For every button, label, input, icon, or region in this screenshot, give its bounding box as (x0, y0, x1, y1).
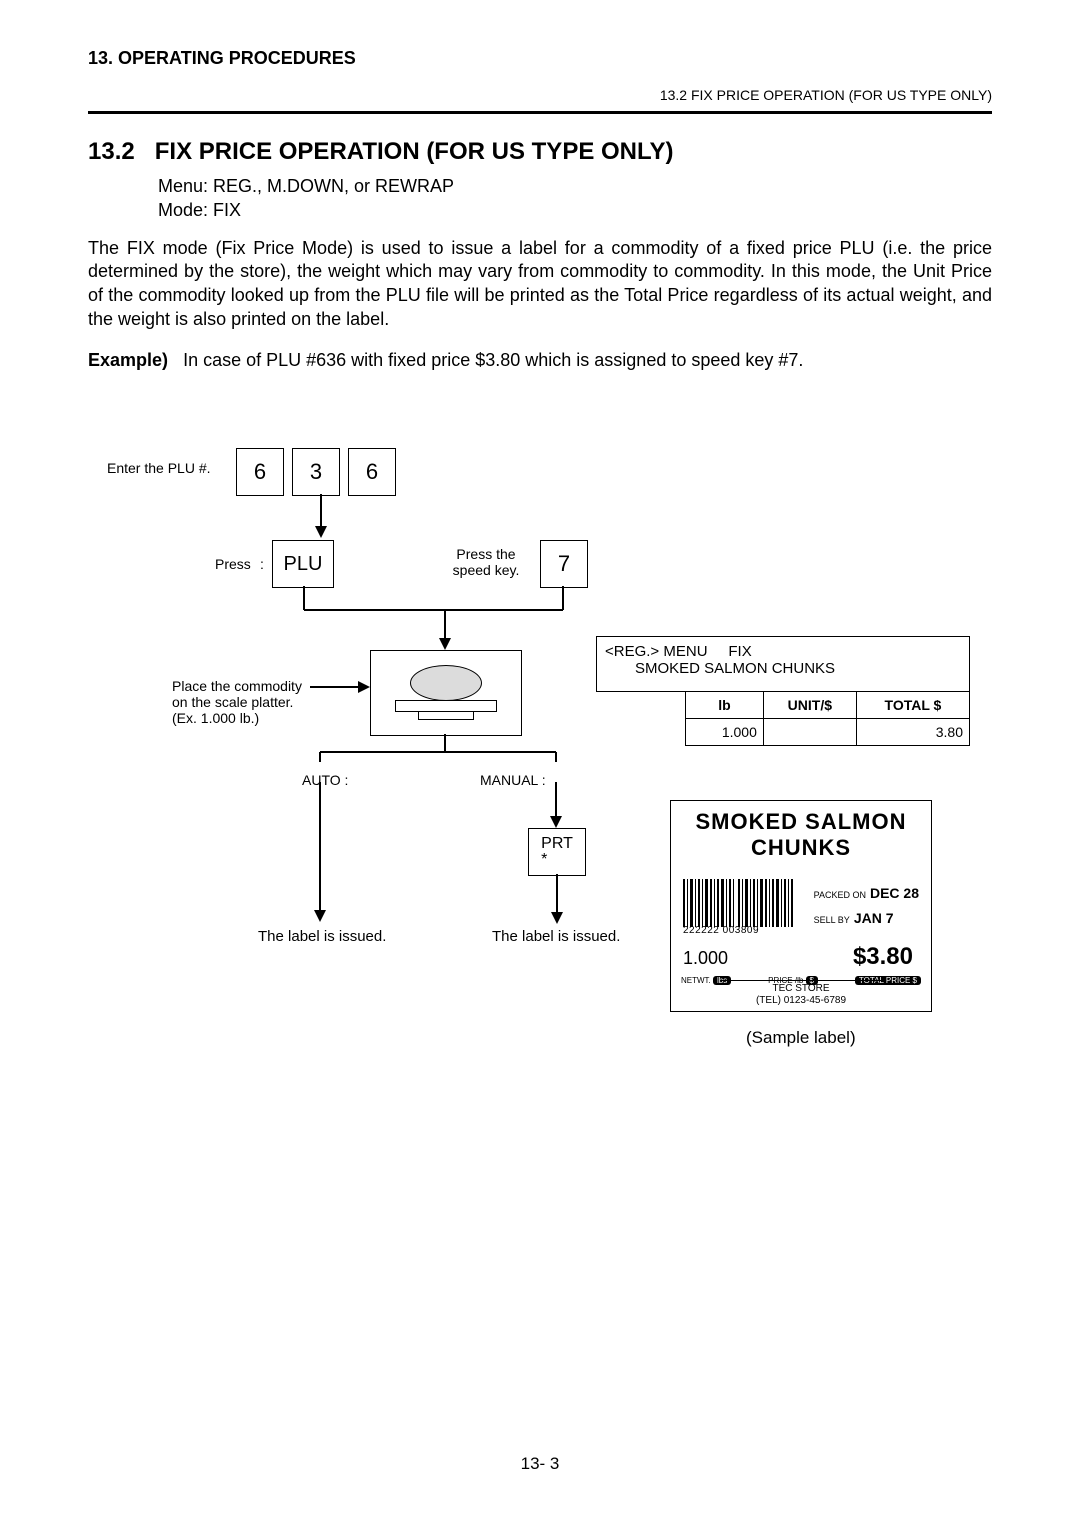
issued-right: The label is issued. (492, 928, 620, 945)
prt-key: PRT * (528, 828, 586, 876)
barcode-icon (683, 879, 793, 927)
place-line3: (Ex. 1.000 lb.) (172, 710, 259, 726)
label-store: TEC STORE (721, 983, 881, 995)
display-fix: FIX (728, 643, 751, 660)
example-label: Example) (88, 350, 168, 370)
label-tel: (TEL) 0123-45-6789 (721, 995, 881, 1007)
example-text: In case of PLU #636 with fixed price $3.… (183, 350, 803, 370)
menu-label: Menu: (158, 176, 208, 196)
enter-plu-text: Enter the PLU #. (107, 460, 211, 476)
page-footer: 13- 3 (0, 1454, 1080, 1474)
mode-value: FIX (213, 200, 241, 220)
place-line1: Place the commodity (172, 678, 302, 694)
col-lb: lb (686, 692, 764, 719)
section-title: 13.2 FIX PRICE OPERATION (FOR US TYPE ON… (88, 138, 992, 166)
section-number: 13.2 (88, 138, 135, 165)
arrow-prt-down (548, 874, 566, 926)
key-3: 3 (292, 448, 340, 496)
arrow-to-scale (310, 678, 374, 696)
val-lb: 1.000 (686, 719, 764, 746)
display-menu: <REG.> MENU (605, 643, 708, 660)
seven-key: 7 (540, 540, 588, 588)
sample-caption: (Sample label) (746, 1028, 856, 1048)
arrow-down-1 (312, 494, 330, 540)
header-right: 13.2 FIX PRICE OPERATION (FOR US TYPE ON… (88, 87, 992, 103)
menu-value: REG., M.DOWN, or REWRAP (213, 176, 454, 196)
header-left: 13. OPERATING PROCEDURES (88, 48, 992, 69)
col-total: TOTAL $ (856, 692, 969, 719)
barcode-number: 222222 003809 (683, 925, 759, 936)
place-line2: on the scale platter. (172, 694, 293, 710)
val-total: 3.80 (856, 719, 969, 746)
label-store-block: TEC STORE (TEL) 0123-45-6789 (721, 980, 881, 1007)
val-unit (763, 719, 856, 746)
packed-on-label: PACKED ON (814, 890, 866, 900)
mode-label: Mode: (158, 200, 208, 220)
issued-left: The label is issued. (258, 928, 386, 945)
sell-by-date: JAN 7 (850, 910, 894, 926)
plu-key: PLU (272, 540, 334, 588)
display-line1: <REG.> MENU FIX (605, 643, 961, 660)
label-weight: 1.000 (683, 948, 728, 969)
display-line2: SMOKED SALMON CHUNKS (605, 660, 961, 677)
display-table: lb UNIT/$ TOTAL $ 1.000 3.80 (685, 691, 970, 746)
label-price: $3.80 (853, 943, 913, 971)
packed-on-date: DEC 28 (866, 885, 919, 901)
sell-by-label: SELL BY (814, 915, 850, 925)
arrow-merge (300, 586, 600, 652)
key-6a: 6 (236, 448, 284, 496)
col-unit: UNIT/$ (763, 692, 856, 719)
page: 13. OPERATING PROCEDURES 13.2 FIX PRICE … (0, 0, 1080, 1528)
key-6b: 6 (348, 448, 396, 496)
label-title: SMOKED SALMON CHUNKS (671, 809, 931, 861)
body-paragraph: The FIX mode (Fix Price Mode) is used to… (88, 237, 992, 332)
display-screen: <REG.> MENU FIX SMOKED SALMON CHUNKS (596, 636, 970, 692)
header-rule (88, 111, 992, 114)
sample-label: SMOKED SALMON CHUNKS 222222 003809 PACKE… (670, 800, 932, 1012)
scale-pedestal (418, 711, 474, 720)
example-line: Example) In case of PLU #636 with fixed … (88, 350, 992, 371)
display-panel: <REG.> MENU FIX SMOKED SALMON CHUNKS lb … (596, 636, 970, 746)
scale-weight-icon (410, 665, 482, 701)
label-dates: PACKED ONDEC 28 SELL BYJAN 7 (814, 881, 919, 931)
press-text: Press (215, 556, 251, 572)
menu-mode-block: Menu: REG., M.DOWN, or REWRAP Mode: FIX (158, 174, 992, 223)
section-heading: FIX PRICE OPERATION (FOR US TYPE ONLY) (155, 138, 674, 165)
press-speed-text: Press the speed key. (446, 546, 526, 578)
press-colon: : (260, 556, 264, 572)
